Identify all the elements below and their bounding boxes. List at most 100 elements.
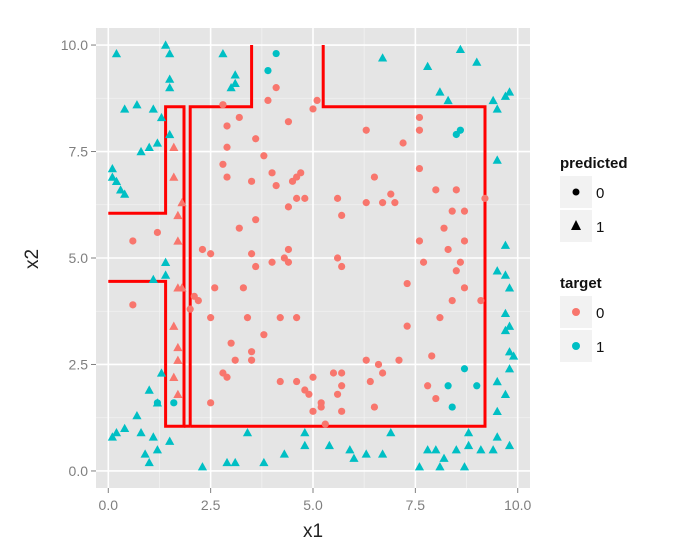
x-tick-label: 2.5	[201, 497, 221, 513]
point-triangle-target-1	[144, 385, 154, 394]
point-circle-target-0	[370, 403, 379, 411]
point-circle-target-0	[227, 339, 235, 347]
point-circle-target-0	[207, 399, 215, 407]
point-triangle-target-1	[242, 428, 253, 437]
point-triangle-target-1	[349, 453, 359, 462]
point-triangle-target-0	[169, 172, 179, 181]
point-triangle-target-1	[324, 440, 334, 450]
point-circle-target-0	[309, 105, 317, 113]
point-triangle-target-0	[169, 372, 179, 381]
point-circle-target-0	[432, 394, 440, 403]
point-circle-target-0	[481, 194, 489, 202]
point-triangle-target-1	[463, 428, 474, 437]
point-triangle-target-1	[107, 172, 117, 181]
point-triangle-target-0	[177, 283, 187, 292]
point-circle-target-0	[153, 228, 162, 237]
point-circle-target-0	[223, 122, 231, 130]
point-circle-target-1	[473, 382, 481, 390]
point-circle-target-0	[448, 207, 456, 215]
x-tick-label: 5.0	[303, 497, 323, 513]
point-circle-target-0	[444, 245, 452, 254]
point-triangle-target-1	[165, 129, 175, 139]
point-triangle-target-1	[476, 445, 486, 454]
point-circle-target-0	[317, 403, 325, 411]
point-circle-target-0	[129, 301, 137, 309]
point-circle-target-0	[338, 262, 346, 271]
point-circle-target-0	[223, 173, 231, 181]
point-circle-target-1	[153, 399, 162, 407]
point-circle-target-0	[460, 207, 469, 215]
point-triangle-target-1	[472, 57, 482, 66]
point-triangle-target-1	[148, 104, 158, 113]
point-circle-target-0	[460, 284, 469, 292]
point-triangle-target-1	[488, 445, 498, 454]
point-circle-target-0	[313, 96, 321, 105]
point-circle-target-0	[333, 254, 342, 262]
legend-key-circle-icon	[572, 188, 580, 196]
point-circle-target-0	[219, 101, 227, 109]
point-triangle-target-0	[173, 389, 183, 398]
point-circle-target-0	[293, 194, 301, 202]
point-triangle-target-1	[165, 74, 175, 83]
point-triangle-target-1	[504, 87, 515, 96]
point-circle-target-0	[301, 194, 309, 202]
point-triangle-target-1	[132, 100, 142, 109]
point-circle-target-0	[293, 377, 301, 386]
point-circle-target-0	[252, 135, 260, 143]
point-circle-target-0	[305, 390, 313, 398]
point-triangle-target-1	[431, 445, 441, 454]
point-triangle-target-1	[345, 445, 355, 454]
point-circle-target-0	[456, 258, 464, 266]
point-circle-target-1	[444, 382, 452, 390]
point-circle-target-0	[194, 296, 202, 305]
point-circle-target-0	[415, 237, 424, 245]
x-axis-ticks: 0.0 2.5 5.0 7.5 10.0	[99, 488, 532, 513]
point-circle-target-1	[448, 403, 456, 411]
point-circle-target-0	[460, 237, 469, 245]
point-circle-target-0	[223, 373, 231, 381]
point-triangle-target-1	[161, 257, 171, 266]
point-triangle-target-1	[230, 70, 240, 79]
point-circle-target-0	[252, 262, 260, 271]
point-circle-target-0	[403, 279, 411, 288]
point-triangle-target-1	[509, 351, 519, 360]
point-triangle-target-1	[492, 266, 502, 275]
point-triangle-target-1	[435, 462, 445, 471]
point-triangle-target-1	[386, 428, 396, 437]
point-circle-target-0	[395, 356, 403, 364]
point-circle-target-1	[460, 365, 469, 373]
point-circle-target-0	[415, 164, 424, 173]
point-triangle-target-1	[115, 185, 126, 194]
point-circle-target-0	[260, 152, 268, 160]
point-circle-target-0	[186, 305, 194, 313]
point-triangle-target-1	[439, 453, 449, 462]
point-triangle-target-1	[435, 87, 445, 96]
point-triangle-target-1	[120, 189, 130, 198]
point-triangle-target-1	[230, 457, 240, 467]
point-triangle-target-1	[226, 83, 236, 92]
point-circle-target-0	[338, 407, 346, 415]
point-triangle-target-1	[300, 440, 310, 450]
point-triangle-target-1	[443, 95, 453, 105]
point-triangle-target-1	[492, 432, 502, 441]
point-triangle-target-0	[173, 210, 183, 220]
point-triangle-target-1	[488, 95, 498, 105]
point-triangle-target-1	[504, 283, 515, 292]
point-circle-target-0	[338, 211, 346, 220]
point-circle-target-0	[243, 314, 252, 322]
point-triangle-target-1	[300, 428, 310, 437]
legend-title-predicted: predicted	[560, 155, 628, 172]
point-circle-target-0	[415, 113, 424, 122]
point-circle-target-0	[452, 267, 460, 275]
point-triangle-target-1	[459, 462, 470, 471]
x-tick-label: 10.0	[504, 497, 531, 513]
point-triangle-target-1	[504, 364, 515, 373]
point-circle-target-0	[223, 143, 231, 151]
point-circle-target-0	[428, 352, 436, 360]
point-circle-target-0	[284, 258, 293, 266]
point-circle-target-1	[170, 399, 178, 407]
point-circle-target-0	[247, 356, 256, 364]
point-circle-target-0	[436, 314, 444, 322]
point-circle-target-0	[276, 314, 284, 322]
